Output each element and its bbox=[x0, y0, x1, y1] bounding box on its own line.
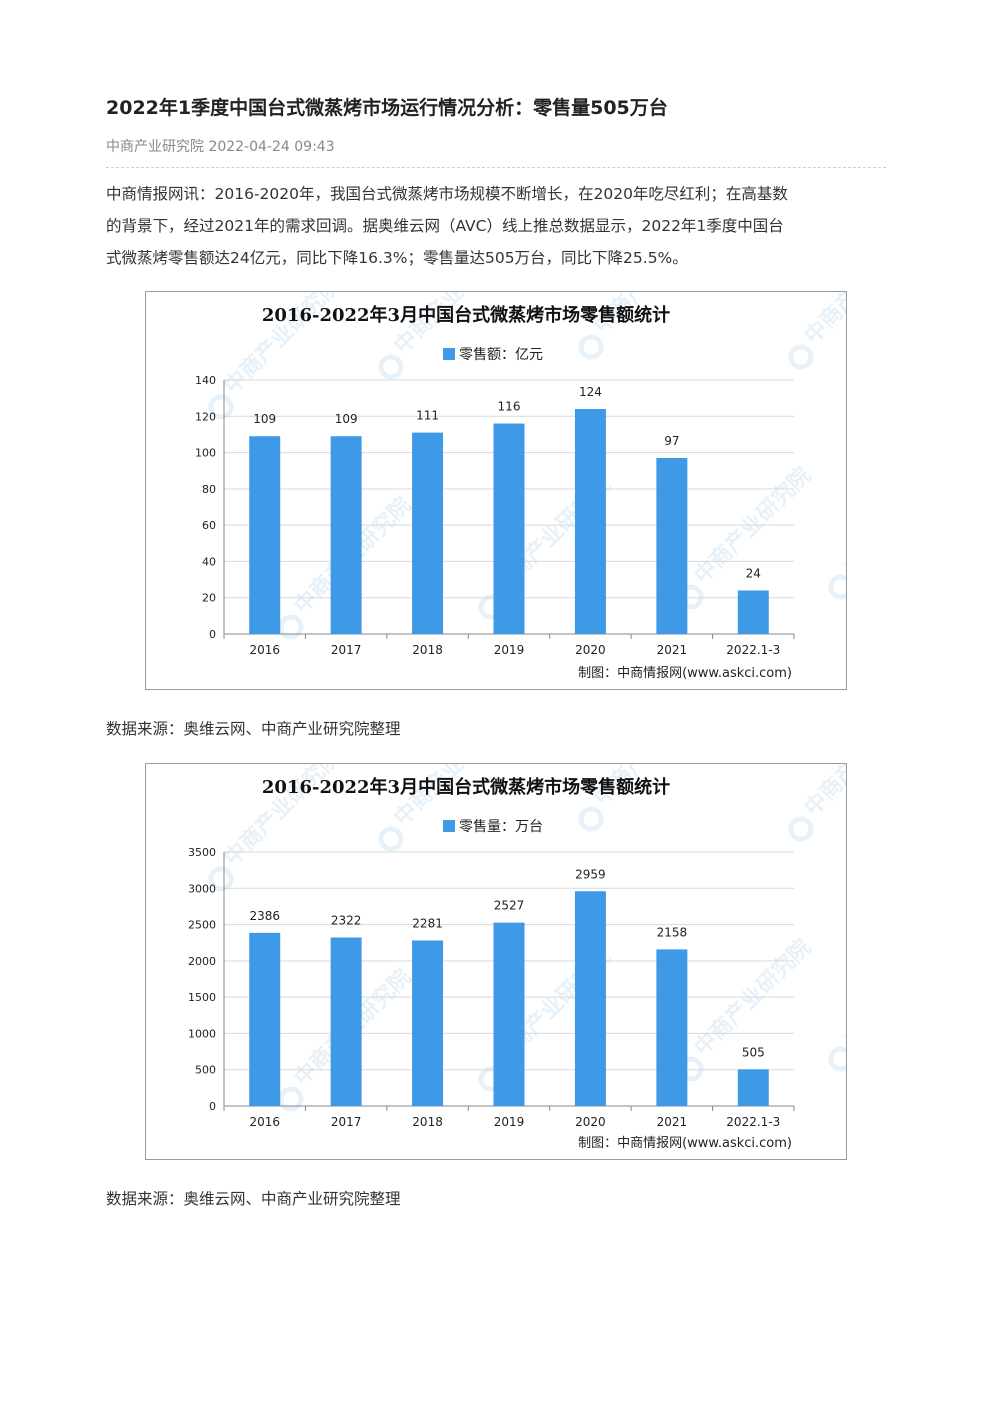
chart-title: 2016-2022年3月中国台式微蒸烤市场零售额统计 bbox=[262, 304, 670, 326]
y-tick-label: 2500 bbox=[188, 919, 216, 932]
watermark-logo bbox=[828, 1046, 846, 1072]
chart-title: 2016-2022年3月中国台式微蒸烤市场零售额统计 bbox=[262, 776, 670, 798]
x-tick-label: 2018 bbox=[412, 1115, 443, 1129]
y-tick-label: 1000 bbox=[188, 1027, 216, 1040]
bar bbox=[330, 436, 362, 634]
divider bbox=[106, 167, 886, 168]
bar bbox=[737, 590, 769, 634]
data-label: 2322 bbox=[331, 913, 362, 927]
bar bbox=[574, 409, 606, 634]
y-tick-label: 1500 bbox=[188, 991, 216, 1004]
data-label: 109 bbox=[253, 412, 276, 426]
legend-label: 零售额：亿元 bbox=[459, 347, 543, 363]
bar bbox=[249, 932, 281, 1106]
y-tick-label: 0 bbox=[209, 1100, 216, 1113]
data-label: 2281 bbox=[412, 916, 443, 930]
y-tick-label: 3500 bbox=[188, 846, 216, 859]
watermark-logo bbox=[278, 614, 304, 640]
x-tick-label: 2019 bbox=[494, 643, 525, 657]
chart-figure-retail-volume: 中商产业研究院中商产业研究院中商产业研究院中商产业研究院中商产业研究院中商产业研… bbox=[145, 763, 847, 1160]
data-label: 116 bbox=[498, 400, 521, 414]
y-tick-label: 40 bbox=[202, 555, 216, 568]
x-tick-label: 2021 bbox=[657, 1115, 688, 1129]
x-tick-label: 2016 bbox=[249, 1115, 280, 1129]
watermark-logo bbox=[278, 1086, 304, 1112]
lead-line: 的背景下，经过2021年的需求回调。据奥维云网（AVC）线上推总数据显示，202… bbox=[106, 217, 784, 235]
data-label: 2158 bbox=[657, 925, 688, 939]
y-tick-label: 2000 bbox=[188, 955, 216, 968]
bar bbox=[574, 891, 606, 1106]
data-label: 2527 bbox=[494, 899, 525, 913]
bar bbox=[493, 922, 525, 1106]
y-tick-label: 500 bbox=[195, 1064, 216, 1077]
watermark-text: 中商产业研究院 bbox=[839, 924, 846, 1051]
bar bbox=[412, 432, 444, 634]
x-tick-label: 2017 bbox=[331, 1115, 362, 1129]
watermark-logo bbox=[578, 806, 604, 832]
watermark-logo bbox=[788, 816, 814, 842]
data-label: 97 bbox=[664, 434, 679, 448]
x-tick-label: 2019 bbox=[494, 1115, 525, 1129]
x-tick-label: 2018 bbox=[412, 643, 443, 657]
data-label: 2959 bbox=[575, 867, 606, 881]
x-tick-label: 2020 bbox=[575, 643, 606, 657]
watermark-logo bbox=[208, 866, 234, 892]
chart-figure-retail-sales: 中商产业研究院中商产业研究院中商产业研究院中商产业研究院中商产业研究院中商产业研… bbox=[145, 291, 847, 690]
figure-source-1: 数据来源：奥维云网、中商产业研究院整理 bbox=[106, 720, 401, 738]
data-label: 109 bbox=[335, 412, 358, 426]
watermark-text: 中商产业研究院 bbox=[799, 764, 846, 821]
bar bbox=[656, 458, 688, 634]
watermark-logo bbox=[578, 334, 604, 360]
data-label: 24 bbox=[746, 566, 761, 580]
x-tick-label: 2020 bbox=[575, 1115, 606, 1129]
x-tick-label: 2022.1-3 bbox=[726, 643, 780, 657]
watermark-logo bbox=[378, 354, 404, 380]
watermark: 中商产业研究院中商产业研究院中商产业研究院中商产业研究院中商产业研究院中商产业研… bbox=[208, 292, 846, 640]
y-tick-label: 120 bbox=[195, 410, 216, 423]
y-tick-label: 140 bbox=[195, 374, 216, 387]
bar bbox=[737, 1069, 769, 1106]
watermark-logo bbox=[828, 574, 846, 600]
y-tick-label: 0 bbox=[209, 628, 216, 641]
data-label: 2386 bbox=[249, 909, 280, 923]
chart-credit: 制图：中商情报网(www.askci.com) bbox=[578, 666, 792, 681]
bar bbox=[249, 436, 281, 634]
y-tick-label: 80 bbox=[202, 483, 216, 496]
legend-label: 零售量：万台 bbox=[459, 819, 543, 835]
bar bbox=[412, 940, 444, 1106]
watermark-logo bbox=[208, 394, 234, 420]
figure-source-2: 数据来源：奥维云网、中商产业研究院整理 bbox=[106, 1190, 401, 1208]
data-label: 111 bbox=[416, 409, 439, 423]
legend-swatch bbox=[443, 348, 455, 360]
lead-paragraph: 中商情报网讯：2016-2020年，我国台式微蒸烤市场规模不断增长，在2020年… bbox=[106, 178, 886, 274]
x-tick-label: 2017 bbox=[331, 643, 362, 657]
lead-line: 中商情报网讯：2016-2020年，我国台式微蒸烤市场规模不断增长，在2020年… bbox=[106, 185, 788, 203]
y-tick-label: 20 bbox=[202, 592, 216, 605]
article-title: 2022年1季度中国台式微蒸烤市场运行情况分析：零售量505万台 bbox=[106, 97, 668, 119]
chart-retail-volume: 中商产业研究院中商产业研究院中商产业研究院中商产业研究院中商产业研究院中商产业研… bbox=[188, 764, 846, 1151]
bar bbox=[493, 423, 525, 634]
chart-retail-sales: 中商产业研究院中商产业研究院中商产业研究院中商产业研究院中商产业研究院中商产业研… bbox=[195, 292, 846, 681]
watermark-logo bbox=[378, 826, 404, 852]
watermark-logo bbox=[788, 344, 814, 370]
legend-swatch bbox=[443, 820, 455, 832]
lead-line: 式微蒸烤零售额达24亿元，同比下降16.3%；零售量达505万台，同比下降25.… bbox=[106, 249, 688, 267]
data-label: 124 bbox=[579, 385, 602, 399]
watermark-text: 中商产业研究院 bbox=[799, 292, 846, 349]
y-tick-label: 100 bbox=[195, 447, 216, 460]
y-tick-label: 60 bbox=[202, 519, 216, 532]
bar bbox=[330, 937, 362, 1106]
data-label: 505 bbox=[742, 1045, 765, 1059]
chart-credit: 制图：中商情报网(www.askci.com) bbox=[578, 1136, 792, 1151]
article-meta: 中商产业研究院 2022-04-24 09:43 bbox=[106, 139, 335, 155]
x-tick-label: 2016 bbox=[249, 643, 280, 657]
y-tick-label: 3000 bbox=[188, 882, 216, 895]
watermark-text: 中商产业研究院 bbox=[839, 452, 846, 579]
x-tick-label: 2022.1-3 bbox=[726, 1115, 780, 1129]
x-tick-label: 2021 bbox=[657, 643, 688, 657]
bar bbox=[656, 949, 688, 1106]
